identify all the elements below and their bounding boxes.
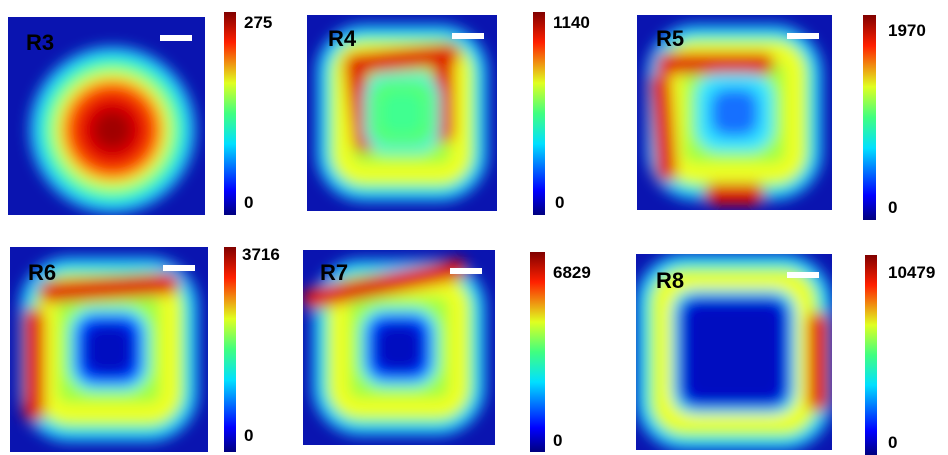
- colorbar: [863, 15, 876, 220]
- colorbar: [530, 252, 545, 452]
- level: [379, 89, 425, 136]
- heatmap-layers: [313, 260, 486, 436]
- colorbar-max: 1970: [888, 21, 926, 40]
- scale-bar: [452, 33, 484, 39]
- hot: [50, 284, 169, 292]
- colorbar: [224, 247, 236, 452]
- colorbar-max: 275: [244, 13, 272, 32]
- colorbar-min: 0: [888, 433, 897, 452]
- colorbar: [533, 12, 545, 215]
- panel-label: R8: [656, 268, 684, 293]
- colorbar: [865, 255, 877, 455]
- scale-bar: [787, 272, 819, 278]
- colorbar-max: 1140: [553, 13, 590, 32]
- level: [376, 324, 422, 371]
- level: [711, 89, 758, 136]
- level: [85, 325, 133, 374]
- panel: R4 1140 0: [307, 12, 590, 215]
- heatmap-layers: [647, 25, 823, 201]
- hot: [355, 64, 365, 142]
- panel-label: R3: [26, 30, 54, 55]
- scale-bar: [787, 33, 819, 39]
- colorbar: [224, 12, 236, 215]
- heatmap-layers: [30, 47, 195, 213]
- panel-label: R4: [328, 26, 357, 51]
- colorbar-min: 0: [888, 198, 897, 217]
- colorbar-max: 10479: [888, 263, 935, 282]
- colorbar-max: 6829: [553, 263, 591, 282]
- scale-bar: [450, 268, 482, 274]
- colorbar-min: 0: [244, 193, 253, 212]
- panel: R3 275 0: [8, 12, 272, 215]
- hot: [660, 83, 666, 171]
- figure: R3 275 0 R4 1140 0 R5 1970 0 R6 3716 0 R7 6829 0 R8 1047…: [0, 0, 948, 455]
- panel: R6 3716 0: [10, 245, 280, 452]
- colorbar-min: 0: [553, 431, 562, 450]
- panel-label: R6: [28, 260, 56, 285]
- panel-label: R7: [320, 260, 348, 285]
- panel: R7 6829 0: [303, 250, 591, 452]
- panel: R5 1970 0: [637, 15, 926, 220]
- scale-bar: [163, 265, 195, 271]
- heatmap-layers: [317, 25, 488, 201]
- colorbar-min: 0: [555, 193, 564, 212]
- scale-bar: [160, 35, 192, 41]
- level: [687, 305, 781, 399]
- level: [93, 110, 132, 150]
- panel-label: R5: [656, 26, 684, 51]
- colorbar-max: 3716: [242, 245, 280, 264]
- colorbar-min: 0: [244, 426, 253, 445]
- panel: R8 10479 0: [636, 254, 935, 455]
